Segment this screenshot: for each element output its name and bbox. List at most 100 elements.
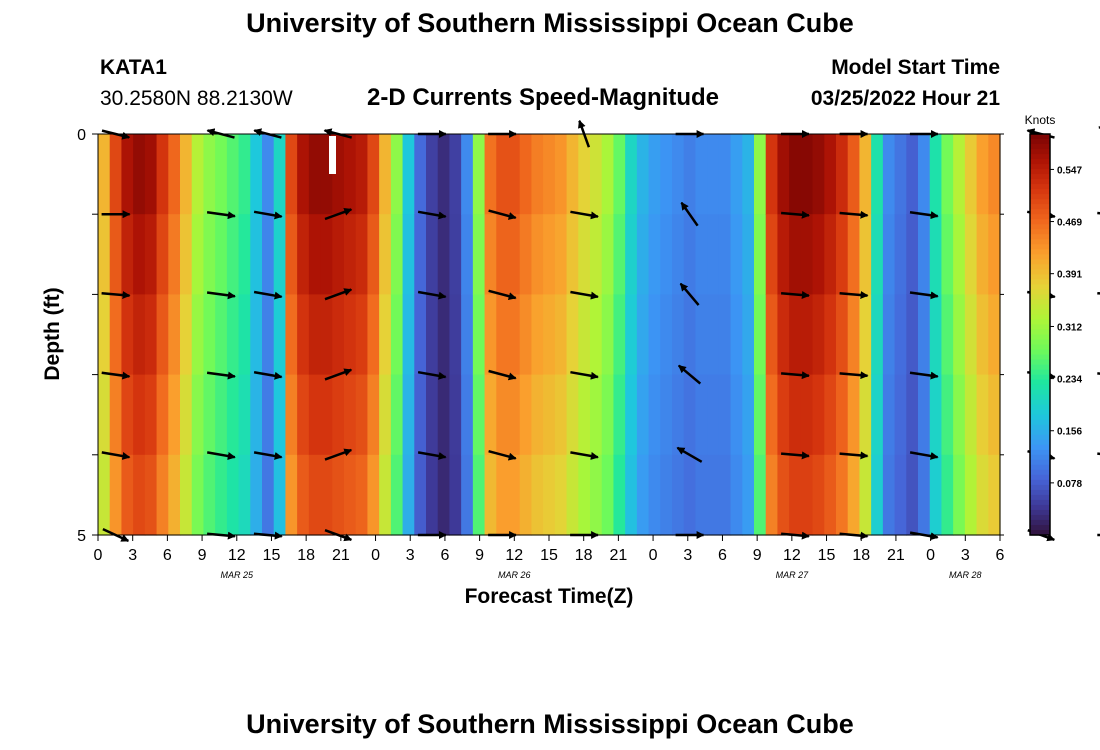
heatmap-cell	[554, 134, 568, 215]
colorbar-segment	[1030, 379, 1050, 386]
date-label: MAR 28	[949, 570, 982, 580]
colorbar-segment	[1030, 149, 1050, 155]
heatmap-cell	[379, 294, 392, 376]
x-tick-label: 21	[332, 547, 350, 564]
colorbar-segment	[1030, 409, 1050, 416]
colorbar-segment	[1030, 254, 1050, 260]
heatmap-cell	[590, 374, 603, 456]
heatmap-cell	[109, 454, 123, 536]
current-vector	[253, 290, 283, 300]
heatmap-cell	[367, 134, 380, 215]
colorbar-segment	[1030, 329, 1050, 336]
heatmap-cell	[414, 214, 427, 295]
colorbar-segment	[1030, 224, 1050, 230]
heatmap-cell	[496, 374, 509, 456]
current-vector	[909, 211, 939, 220]
colorbar-segment	[1030, 494, 1050, 501]
heatmap-cell	[683, 214, 697, 295]
x-tick-label: 6	[718, 547, 727, 564]
heatmap-cell	[402, 134, 415, 215]
current-vector	[488, 209, 517, 220]
heatmap-cell	[742, 374, 755, 456]
heatmap-cell	[191, 134, 205, 215]
colorbar-segment	[1030, 189, 1050, 195]
heatmap-cell	[988, 294, 1001, 376]
heatmap-cell	[484, 134, 497, 215]
heatmap-cell	[472, 454, 486, 536]
x-tick-label: 18	[297, 547, 315, 564]
colorbar-segment	[1030, 529, 1050, 536]
heatmap-cell	[754, 214, 767, 295]
heatmap-cell	[472, 374, 486, 456]
heatmap-cell	[519, 294, 533, 376]
heatmap-cell	[964, 294, 978, 376]
heatmap-cell	[964, 214, 978, 295]
heatmap-cell	[133, 214, 146, 295]
heatmap-cell	[531, 374, 544, 456]
current-vector	[839, 371, 869, 380]
colorbar-segment	[1030, 219, 1050, 225]
heatmap-cell	[297, 454, 310, 536]
heatmap-cell	[449, 454, 462, 536]
heatmap-cell	[144, 214, 158, 295]
heatmap-cell	[519, 374, 533, 456]
heatmap-cell	[976, 134, 989, 215]
heatmap-cell	[215, 294, 228, 376]
colorbar-segment	[1030, 404, 1050, 411]
heatmap-cell	[824, 214, 837, 295]
heatmap-cell	[109, 294, 123, 376]
heatmap-cell	[508, 134, 521, 215]
x-tick-label: 18	[852, 547, 870, 564]
current-vector	[909, 291, 939, 300]
heatmap-cell	[390, 454, 404, 536]
heatmap-cell	[531, 214, 544, 295]
heatmap-cell	[601, 294, 615, 376]
heatmap-cell	[894, 214, 907, 295]
heatmap-cell	[203, 374, 216, 456]
heatmap-cell	[566, 374, 579, 456]
colorbar-segment	[1030, 469, 1050, 476]
heatmap-cell	[297, 214, 310, 295]
heatmap-cell	[461, 374, 474, 456]
heatmap-cell	[332, 374, 345, 456]
heatmap-cell	[812, 214, 825, 295]
colorbar-segment	[1030, 274, 1050, 280]
heatmap-cell	[191, 374, 205, 456]
heatmap-cell	[262, 454, 275, 536]
heatmap-cell	[543, 374, 556, 456]
heatmap-cell	[789, 454, 802, 536]
heatmap-cell	[765, 294, 779, 376]
heatmap-cell	[203, 214, 216, 295]
colorbar-segment	[1030, 449, 1050, 456]
heatmap-cell	[707, 134, 720, 215]
heatmap-cell	[273, 294, 287, 376]
heatmap-cell	[390, 134, 404, 215]
heatmap-cell	[426, 214, 439, 295]
model-start-value: 03/25/2022 Hour 21	[810, 87, 1000, 110]
colorbar-tick-label: 0.391	[1057, 270, 1082, 281]
heatmap-cell	[414, 134, 427, 215]
heatmap-cell	[426, 294, 439, 376]
heatmap-cell	[402, 294, 415, 376]
heatmap-cell	[613, 214, 626, 295]
heatmap-cell	[613, 374, 626, 456]
colorbar-tick-label: 0.547	[1057, 165, 1082, 176]
heatmap-cell	[718, 454, 732, 536]
x-tick-label: 9	[198, 547, 207, 564]
colorbar-segment	[1030, 284, 1050, 290]
heatmap-cell	[355, 294, 369, 376]
current-vector	[570, 370, 599, 380]
heatmap-cell	[601, 374, 615, 456]
date-label: MAR 27	[776, 570, 810, 580]
current-vector	[570, 290, 599, 300]
heatmap-cell	[660, 294, 673, 376]
heatmap-cell	[449, 214, 462, 295]
heatmap-cell	[133, 454, 146, 536]
heatmap-cell	[484, 214, 497, 295]
heatmap-cell	[882, 454, 896, 536]
heatmap-cell	[531, 134, 544, 215]
colorbar-segment	[1030, 399, 1050, 406]
heatmap-cell	[332, 454, 345, 536]
heatmap-cell	[215, 134, 228, 215]
x-tick-label: 12	[228, 547, 246, 564]
